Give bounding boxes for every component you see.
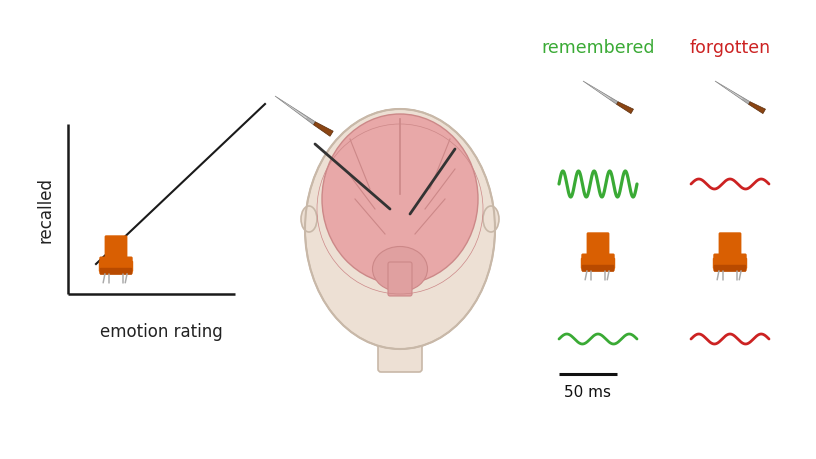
FancyBboxPatch shape — [719, 233, 742, 261]
FancyBboxPatch shape — [581, 258, 589, 269]
FancyBboxPatch shape — [388, 263, 412, 297]
Polygon shape — [748, 102, 765, 114]
Ellipse shape — [305, 110, 495, 349]
FancyBboxPatch shape — [587, 233, 610, 261]
Text: 50 ms: 50 ms — [565, 384, 611, 399]
Polygon shape — [585, 83, 610, 100]
Ellipse shape — [372, 247, 428, 292]
FancyBboxPatch shape — [739, 258, 747, 269]
Polygon shape — [583, 82, 619, 105]
Ellipse shape — [301, 207, 317, 233]
Ellipse shape — [322, 115, 478, 285]
Polygon shape — [617, 102, 633, 114]
Text: forgotten: forgotten — [690, 39, 770, 57]
FancyBboxPatch shape — [125, 261, 133, 272]
FancyBboxPatch shape — [607, 258, 615, 269]
Polygon shape — [313, 123, 333, 137]
FancyBboxPatch shape — [104, 236, 127, 264]
FancyBboxPatch shape — [581, 254, 614, 272]
Polygon shape — [715, 82, 750, 105]
Text: remembered: remembered — [541, 39, 654, 57]
FancyBboxPatch shape — [100, 268, 132, 275]
Ellipse shape — [483, 207, 499, 233]
Polygon shape — [717, 83, 743, 100]
FancyBboxPatch shape — [100, 257, 133, 274]
Polygon shape — [275, 97, 316, 126]
FancyBboxPatch shape — [713, 254, 747, 272]
Text: emotion rating: emotion rating — [100, 322, 223, 340]
FancyBboxPatch shape — [582, 265, 614, 272]
Text: recalled: recalled — [37, 177, 55, 242]
FancyBboxPatch shape — [378, 311, 422, 372]
FancyBboxPatch shape — [713, 258, 721, 269]
FancyBboxPatch shape — [714, 265, 746, 272]
Polygon shape — [277, 98, 307, 119]
FancyBboxPatch shape — [99, 261, 107, 272]
